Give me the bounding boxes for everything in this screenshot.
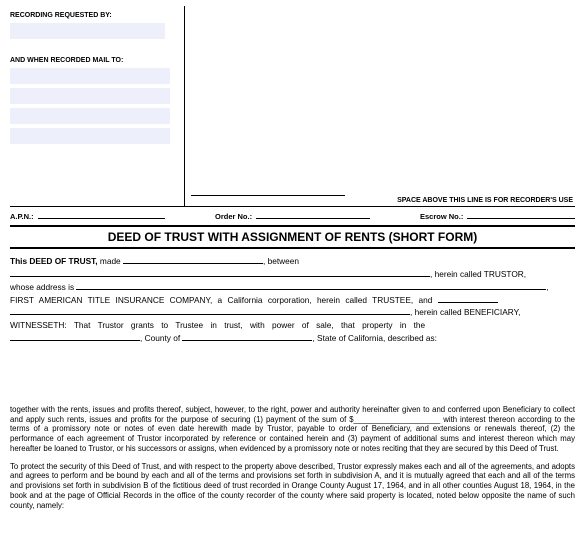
county-blank[interactable] [182,332,312,341]
recitals: This DEED OF TRUST, made , between , her… [10,255,575,345]
mail-to-label: AND WHEN RECORDED MAIL TO: [10,57,178,64]
mail-to-input-4[interactable] [10,128,170,144]
municipality-blank[interactable] [10,332,140,341]
apn-label: A.P.N.: [10,212,34,221]
date-blank[interactable] [123,255,263,264]
paragraph-2: To protect the security of this Deed of … [10,462,575,511]
order-label: Order No.: [215,212,252,221]
escrow-input[interactable] [467,211,575,219]
trustor-blank[interactable] [10,268,430,277]
recorder-rule [191,195,345,196]
order-input[interactable] [256,211,370,219]
mail-to-input-1[interactable] [10,68,170,84]
apn-input[interactable] [38,211,165,219]
mail-to-input-3[interactable] [10,108,170,124]
recorder-note: SPACE ABOVE THIS LINE IS FOR RECORDER'S … [397,197,573,204]
trustee-tail-blank[interactable] [438,294,498,303]
paragraph-1: together with the rents, issues and prof… [10,405,575,454]
recording-requested-label: RECORDING REQUESTED BY: [10,12,178,19]
mail-to-input-2[interactable] [10,88,170,104]
beneficiary-blank[interactable] [10,306,410,315]
escrow-label: Escrow No.: [420,212,463,221]
address-blank[interactable] [76,281,546,290]
recording-requested-input[interactable] [10,23,165,39]
document-title: DEED OF TRUST WITH ASSIGNMENT OF RENTS (… [10,225,575,249]
